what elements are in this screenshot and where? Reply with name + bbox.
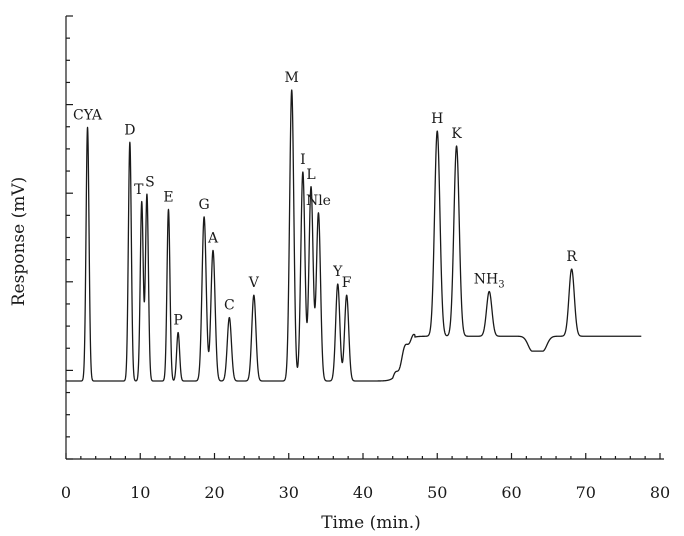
peak-label: F xyxy=(342,275,352,291)
peak-label: K xyxy=(451,126,462,142)
peak-label: T xyxy=(134,182,144,198)
peak-label: D xyxy=(124,122,135,138)
y-axis-title: Response (mV) xyxy=(9,177,29,307)
peak-label: P xyxy=(173,313,182,329)
chromatogram-trace xyxy=(65,89,642,382)
peak-label: C xyxy=(224,298,235,314)
peak-label: CYA xyxy=(73,107,103,123)
x-tick-label: 0 xyxy=(61,483,71,502)
peak-label: A xyxy=(207,230,219,246)
x-tick-label: 50 xyxy=(427,483,447,502)
peak-label: L xyxy=(306,167,315,183)
x-tick-label: 60 xyxy=(501,483,521,502)
x-axis-title: Time (min.) xyxy=(321,513,421,533)
x-tick-label: 80 xyxy=(650,483,670,502)
x-tick-label: 70 xyxy=(576,483,596,502)
x-tick-label: 40 xyxy=(353,483,373,502)
x-axis-ticks: 0 10 20 30 40 50 60 70 80 xyxy=(61,453,670,502)
peak-label: E xyxy=(163,189,173,205)
peak-label: Nle xyxy=(306,193,331,209)
x-tick-label: 10 xyxy=(130,483,150,502)
peak-label: Y xyxy=(332,264,343,280)
x-tick-label: 30 xyxy=(279,483,299,502)
peak-label: S xyxy=(145,175,155,191)
peak-labels: CYA D T SE P G A CV M IL Nle YF HK NH3 R xyxy=(73,70,577,328)
peak-label: I xyxy=(300,152,306,168)
x-tick-label: 20 xyxy=(204,483,224,502)
peak-label: H xyxy=(431,111,443,127)
axes xyxy=(65,16,664,460)
peak-label: NH3 xyxy=(474,271,505,290)
peak-label: V xyxy=(248,275,260,291)
y-axis-ticks xyxy=(66,15,73,460)
peak-label: R xyxy=(566,249,577,265)
peak-label: G xyxy=(199,197,210,213)
peak-label: M xyxy=(285,70,299,86)
